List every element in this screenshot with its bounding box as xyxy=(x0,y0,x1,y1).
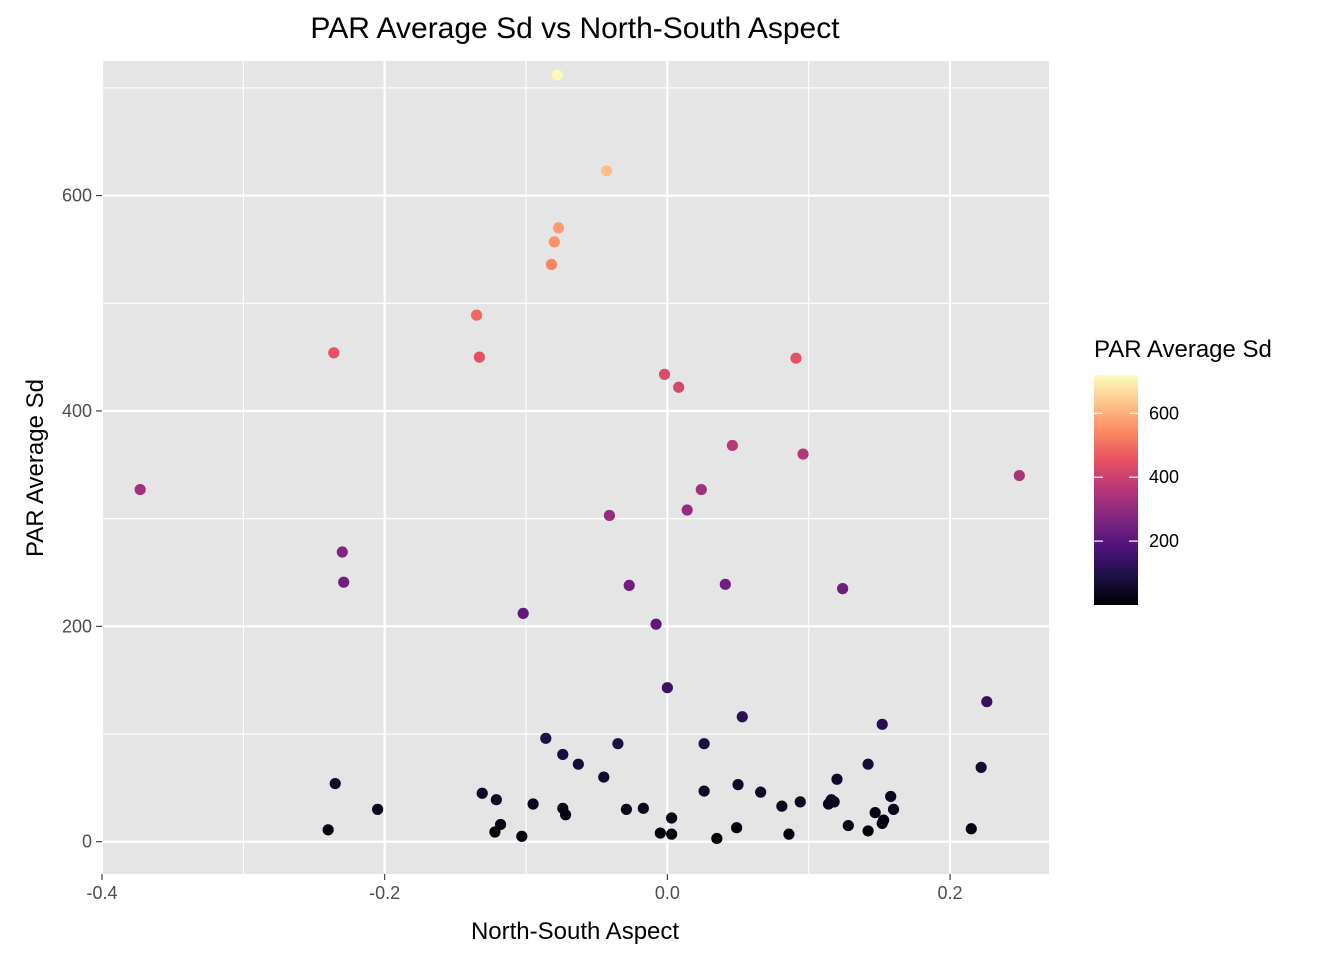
data-point xyxy=(887,803,900,815)
data-point xyxy=(338,576,350,588)
legend-title: PAR Average Sd xyxy=(1094,336,1272,363)
data-point xyxy=(489,826,501,838)
data-point xyxy=(698,785,710,797)
data-point xyxy=(336,546,348,558)
data-point xyxy=(862,758,874,770)
y-axis-title: PAR Average Sd xyxy=(22,379,49,557)
data-point xyxy=(516,830,528,842)
axes: -0.4 -0.2 0.0 0.2 0 200 400 600 xyxy=(62,186,963,903)
data-point xyxy=(598,771,610,783)
data-point xyxy=(862,825,874,837)
data-point xyxy=(831,773,843,785)
data-point xyxy=(552,222,565,234)
legend-tick-label: 600 xyxy=(1149,403,1179,423)
data-point xyxy=(557,748,569,761)
data-point xyxy=(329,777,341,790)
data-point xyxy=(470,309,483,321)
data-point xyxy=(822,798,835,810)
legend-colorbar xyxy=(1094,375,1138,605)
data-point xyxy=(545,258,558,271)
data-point xyxy=(661,682,673,694)
data-point xyxy=(726,439,738,452)
data-point xyxy=(711,832,723,845)
x-tick-label: 0.2 xyxy=(938,883,963,903)
data-point xyxy=(548,236,560,248)
data-point xyxy=(869,807,881,819)
data-point xyxy=(975,761,987,773)
data-point xyxy=(885,790,897,803)
data-point xyxy=(1013,469,1025,482)
data-point xyxy=(551,69,563,81)
data-point xyxy=(965,823,977,835)
y-tick-label: 0 xyxy=(82,832,92,852)
data-point xyxy=(572,758,584,770)
data-point xyxy=(681,504,693,516)
data-points xyxy=(134,69,1025,845)
data-point xyxy=(650,618,662,630)
data-point xyxy=(666,828,678,840)
x-tick-label: -0.4 xyxy=(86,883,117,903)
data-point xyxy=(698,738,710,750)
data-point xyxy=(797,448,809,460)
data-point xyxy=(328,347,340,359)
data-point xyxy=(658,368,671,380)
y-tick-label: 400 xyxy=(62,401,92,421)
data-point xyxy=(695,483,707,496)
data-point xyxy=(623,579,635,592)
grid-lines xyxy=(100,61,1049,874)
data-point xyxy=(654,827,666,839)
data-point xyxy=(517,607,529,620)
data-point xyxy=(473,351,485,363)
data-point xyxy=(981,696,993,708)
data-point xyxy=(322,824,334,836)
data-point xyxy=(666,812,678,824)
data-point xyxy=(527,798,539,810)
data-point xyxy=(476,787,488,799)
data-point xyxy=(600,165,613,177)
x-tick-label: 0.0 xyxy=(655,883,680,903)
data-point xyxy=(736,711,748,723)
data-point xyxy=(620,803,632,815)
x-tick-label: -0.2 xyxy=(369,883,400,903)
chart-title: PAR Average Sd vs North-South Aspect xyxy=(310,12,840,45)
data-point xyxy=(372,803,384,815)
data-point xyxy=(731,822,743,834)
data-point xyxy=(673,381,685,393)
data-point xyxy=(134,483,146,496)
data-point xyxy=(790,352,802,364)
data-point xyxy=(783,828,795,840)
data-point xyxy=(603,509,616,522)
legend-tick-label: 200 xyxy=(1149,531,1179,551)
data-point xyxy=(837,583,849,595)
legend-tick-label: 400 xyxy=(1149,467,1179,487)
data-point xyxy=(560,809,572,821)
plot-panel xyxy=(102,61,1049,874)
data-point xyxy=(876,817,888,829)
data-point xyxy=(876,718,888,730)
data-point xyxy=(637,802,649,814)
x-axis-title: North-South Aspect xyxy=(471,918,679,945)
data-point xyxy=(612,738,624,750)
data-point xyxy=(719,578,731,590)
color-legend: PAR Average Sd 200 400 600 xyxy=(1094,336,1272,605)
data-point xyxy=(755,786,767,798)
data-point xyxy=(490,794,502,806)
data-point xyxy=(794,796,806,808)
data-point xyxy=(732,779,744,791)
data-point xyxy=(842,819,854,832)
y-tick-label: 600 xyxy=(62,186,92,206)
legend-ticks: 200 400 600 xyxy=(1094,403,1179,551)
data-point xyxy=(540,732,552,744)
y-tick-label: 200 xyxy=(62,616,92,636)
data-point xyxy=(776,800,788,812)
